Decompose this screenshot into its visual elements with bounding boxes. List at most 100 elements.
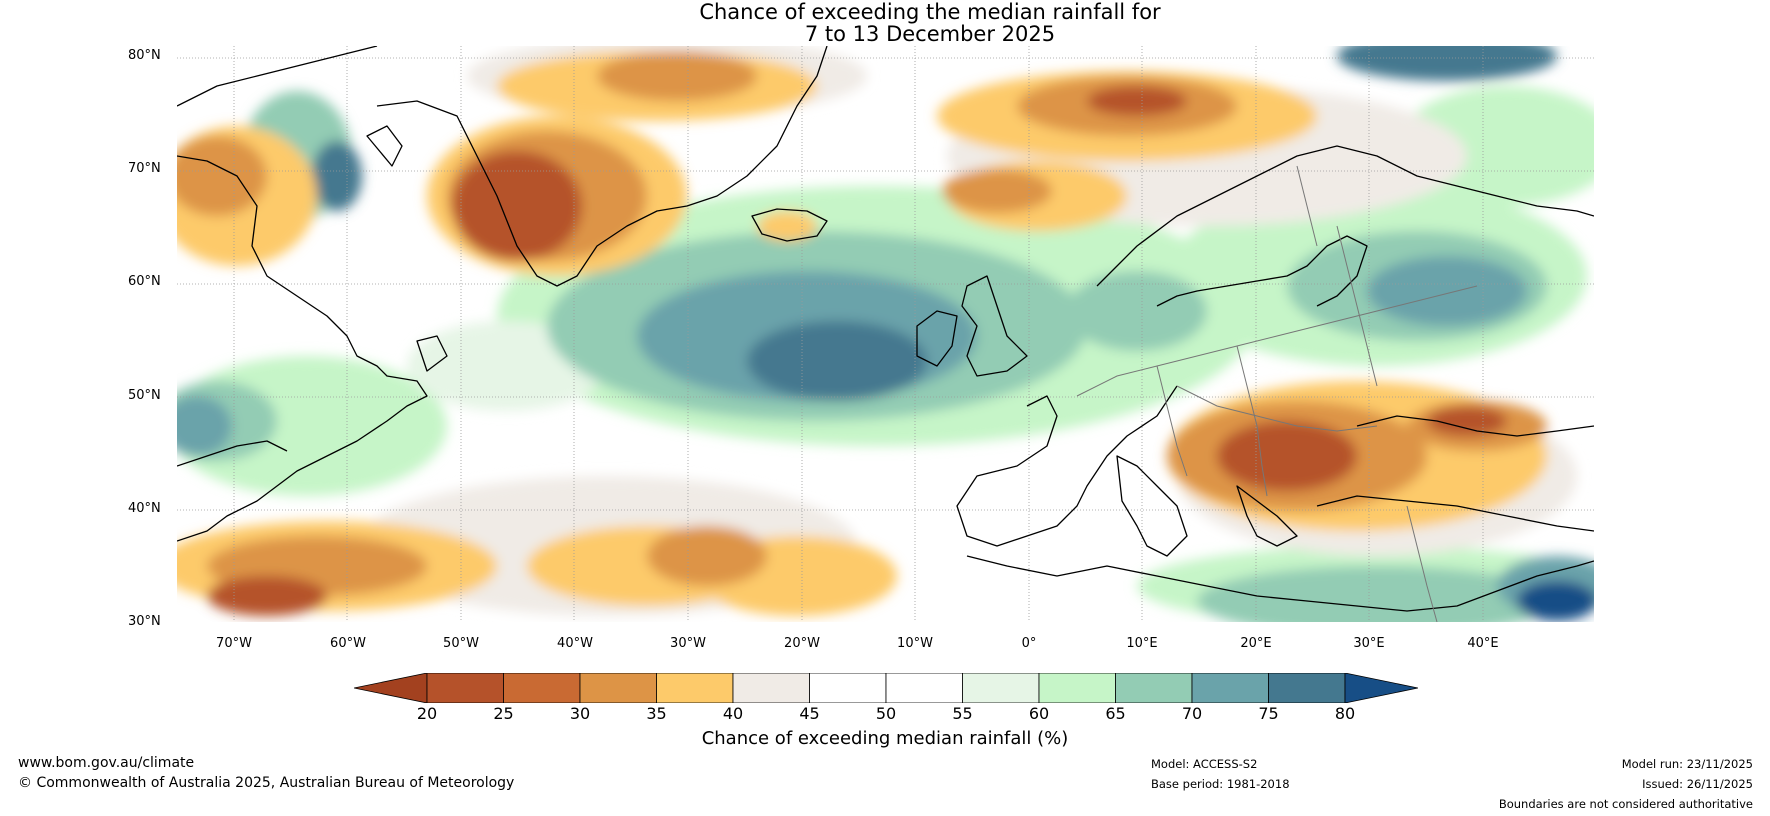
colorbar-segment [579,672,657,704]
colorbar-segment [1115,672,1193,704]
colorbar-tick-label: 30 [569,704,591,723]
colorbar-segment [809,672,887,704]
footer-base-period: Base period: 1981-2018 [1151,777,1290,791]
colorbar-label: Chance of exceeding median rainfall (%) [701,728,1069,749]
lat-label-60n: 60°N [128,274,161,289]
lon-label-30w: 30°W [670,636,706,651]
colorbar-tick-label: 45 [799,704,820,723]
field-patch [647,526,767,586]
field-patch [1067,271,1207,351]
coastline-scandinavia [1096,145,1594,287]
colorbar-tick-label: 80 [1334,704,1356,723]
colorbar-tick-label: 75 [1258,704,1279,723]
country-borders [1076,165,1478,622]
coastline-turkey [1316,495,1594,532]
colorbar-svg [353,672,1419,704]
colorbar-arrow-low [353,672,428,704]
lat-label-80n: 80°N [128,48,161,63]
lon-label-40e: 40°E [1467,636,1499,651]
lon-label-50w: 50°W [443,636,479,651]
colorbar-segment [656,672,734,704]
lon-label-20w: 20°W [784,636,820,651]
field-patch [942,169,1052,213]
coastline-western-europe [956,385,1178,547]
lon-label-20e: 20°E [1240,636,1272,651]
footer-issued: Issued: 26/11/2025 [1642,777,1753,791]
coastline-maritimes [177,440,288,467]
field-patch [747,321,927,401]
coastline-canada-arctic [177,46,378,107]
border-line [1406,505,1438,622]
colorbar-tick-label: 70 [1181,704,1203,723]
rainfall-anomaly-field [177,46,1594,622]
border-line [1076,285,1478,397]
lon-label-60w: 60°W [330,636,366,651]
field-patch [1337,46,1557,81]
colorbar-segment [732,672,810,704]
graticule [177,46,1594,622]
field-patch [1517,581,1594,621]
coastline-italy [1116,455,1188,557]
footer-disclaimer: Boundaries are not considered authoritat… [1498,797,1753,811]
field-patch [1367,256,1527,326]
lat-label-40n: 40°N [128,501,161,516]
field-patch [1427,406,1507,436]
colorbar-segment [885,672,963,704]
rainfall-map[interactable] [177,46,1594,622]
field-patch [1217,421,1357,491]
field-patch [1197,566,1557,622]
coastline-north-america [177,155,428,542]
coastline-ireland [916,310,958,367]
colorbar-segment [1191,672,1269,704]
field-patch [177,136,267,216]
colorbar-arrow-high [1344,672,1419,704]
field-patch [597,51,757,101]
lat-label-30n: 30°N [128,614,161,629]
colorbar-tick-label: 60 [1028,704,1050,723]
coastline-iceland [751,208,828,242]
chart-title-line1: Chance of exceeding the median rainfall … [699,0,1161,24]
map-svg [177,46,1594,622]
coastline-black-sea [1356,415,1594,437]
lon-label-10w: 10°W [897,636,933,651]
colorbar-tick-label: 35 [646,704,667,723]
lat-label-50n: 50°N [128,388,161,403]
coastline-newfoundland [416,335,448,372]
colorbar-tick-label: 25 [493,704,514,723]
colorbar-tick-label: 55 [952,704,973,723]
lon-label-40w: 40°W [557,636,593,651]
footer-model-run: Model run: 23/11/2025 [1621,757,1753,771]
colorbar-segment [1038,672,1116,704]
lon-label-0: 0° [1021,636,1037,651]
colorbar [353,672,1419,704]
lat-label-70n: 70°N [128,161,161,176]
field-patch [312,141,362,211]
border-line [1176,385,1378,432]
colorbar-segment [962,672,1040,704]
colorbar-segment [1268,672,1346,704]
footer-website[interactable]: www.bom.gov.au/climate [18,755,195,771]
border-line [1336,225,1378,387]
chart-title-line2: 7 to 13 December 2025 [804,22,1056,46]
colorbar-tick-label: 65 [1105,704,1126,723]
footer-model: Model: ACCESS-S2 [1151,757,1258,771]
colorbar-segment [426,672,504,704]
coastline-greece [1236,485,1298,547]
field-patch [452,151,582,261]
colorbar-segment [503,672,581,704]
lon-label-30e: 30°E [1353,636,1385,651]
field-patch [207,576,327,616]
lon-label-70w: 70°W [216,636,252,651]
coastlines [177,46,1594,612]
coastline-north-africa [966,555,1594,612]
border-line [1236,345,1268,497]
border-line [1296,165,1318,247]
coastline-baffin-island [366,125,403,167]
coastline-great-britain [961,275,1028,377]
lon-label-10e: 10°E [1126,636,1158,651]
colorbar-tick-label: 50 [875,704,897,723]
footer-copyright: © Commonwealth of Australia 2025, Austra… [18,775,515,791]
field-patch [1087,86,1187,116]
colorbar-tick-label: 40 [722,704,744,723]
coastline-greenland [376,46,828,287]
